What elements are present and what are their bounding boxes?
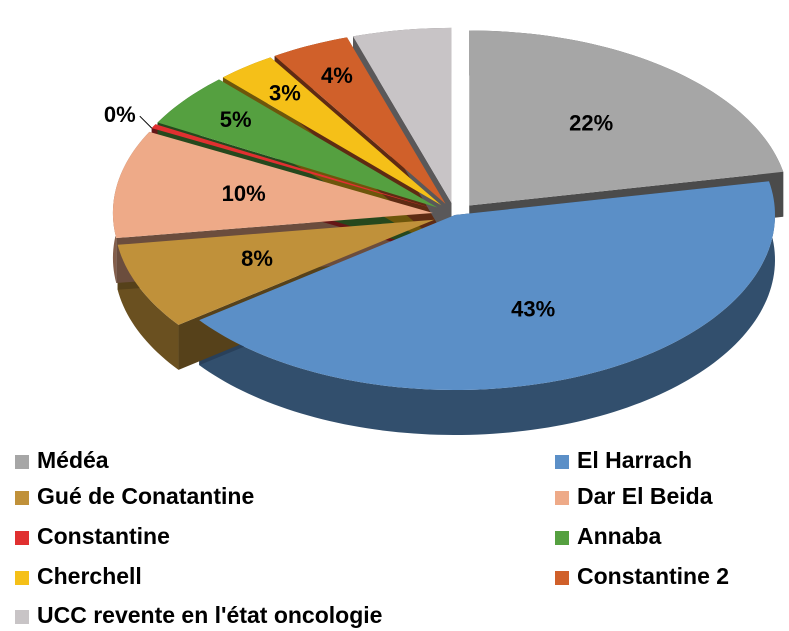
legend-swatch: [15, 455, 29, 469]
data-label: 10%: [222, 181, 266, 206]
legend-swatch: [555, 455, 569, 469]
legend-swatch: [15, 571, 29, 585]
leader-line: [139, 115, 153, 129]
pie-slice: [353, 27, 452, 203]
legend-label: Cherchell: [37, 563, 142, 589]
legend-swatch: [15, 610, 29, 624]
legend-swatch: [555, 571, 569, 585]
legend-label: Médéa: [37, 447, 109, 473]
data-label: 22%: [569, 110, 613, 135]
pie-slice: [151, 124, 436, 210]
pie-slice: [112, 131, 433, 239]
data-label: 8%: [241, 246, 273, 271]
legend-label: UCC revente en l'état oncologie: [37, 602, 382, 628]
slice-side: [117, 244, 179, 370]
pie-slice: [157, 79, 438, 208]
data-label: 5%: [220, 107, 252, 132]
data-label: 0%: [104, 102, 136, 127]
pie-slice: [117, 219, 435, 325]
pie-slice: [469, 30, 784, 206]
data-labels: 22% 43% 8% 10% 0% 5% 3% 4%: [104, 63, 613, 322]
legend-label: Constantine: [37, 523, 170, 549]
data-label: 4%: [321, 63, 353, 88]
pie-slice: [199, 181, 775, 390]
pie-slice: [222, 57, 442, 206]
slice-side: [199, 181, 775, 435]
slice-tops: [112, 27, 784, 390]
legend-label: El Harrach: [577, 447, 692, 473]
legend-swatch: [15, 531, 29, 545]
data-label: 43%: [511, 297, 555, 322]
pie-slice: [274, 37, 446, 204]
legend-swatch: [555, 491, 569, 505]
legend-label: Constantine 2: [577, 563, 729, 589]
data-label: 3%: [269, 80, 301, 105]
legend-swatch: [555, 531, 569, 545]
legend-label: Annaba: [577, 523, 662, 549]
legend-swatch: [15, 491, 29, 505]
legend-label: Gué de Conatantine: [37, 483, 254, 509]
legend-label: Dar El Beida: [577, 483, 713, 509]
